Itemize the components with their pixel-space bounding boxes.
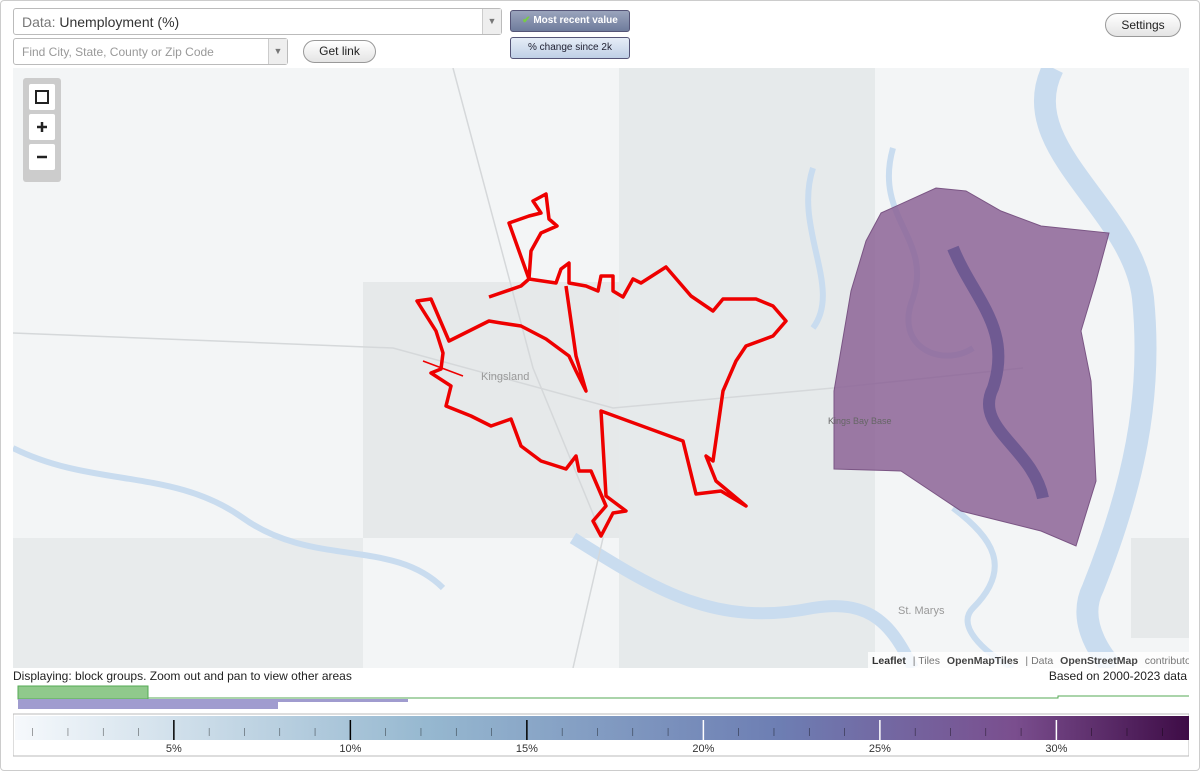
attribution: Leaflet | Tiles OpenMapTiles | Data Open…	[872, 655, 1189, 667]
tile-shade	[1131, 538, 1189, 638]
get-link-button[interactable]: Get link	[303, 40, 376, 63]
dropdown-arrow: ▼	[482, 9, 501, 34]
attribution-text: contributors	[1145, 655, 1189, 667]
dropdown-arrow: ▼	[268, 39, 287, 64]
based-on-note: Based on 2000-2023 data	[1048, 669, 1187, 683]
tile-shade	[619, 68, 875, 668]
search-input[interactable]: Find City, State, County or Zip Code ▼	[13, 38, 288, 65]
mode-change-button[interactable]: % change since 2k	[510, 37, 630, 59]
tile-shade	[363, 282, 619, 538]
displaying-note: Displaying: block groups. Zoom out and p…	[13, 669, 352, 683]
place-label: St. Marys	[898, 605, 945, 617]
data-prefix: Data:	[22, 14, 56, 30]
attribution-text: | Tiles	[913, 655, 940, 667]
histogram: ?	[17, 685, 1189, 709]
settings-button[interactable]: Settings	[1105, 13, 1181, 37]
mode-recent-label: Most recent value	[533, 15, 618, 26]
fullscreen-button[interactable]	[29, 84, 55, 110]
attribution-text: | Data	[1025, 655, 1053, 667]
selected-outline	[415, 192, 788, 538]
attribution-background	[868, 652, 1189, 668]
attribution-link[interactable]: OpenMapTiles	[947, 655, 1019, 667]
data-value: Unemployment (%)	[59, 14, 180, 30]
check-icon: ✔	[522, 15, 531, 26]
place-label: Kingsland	[481, 371, 529, 383]
tick-label: 10%	[339, 743, 361, 755]
tick-label: 20%	[692, 743, 714, 755]
search-placeholder: Find City, State, County or Zip Code	[22, 45, 214, 59]
legend: ? 5% 10% 15% 20% 25% 30%	[13, 685, 1189, 757]
tile-shade	[13, 538, 363, 668]
tick-label: 5%	[166, 743, 182, 755]
plus-icon	[37, 122, 47, 132]
map[interactable]: Kingsland Kings Bay Base St. Marys Leafl…	[13, 68, 1189, 668]
selected-outline	[422, 360, 464, 377]
water	[13, 68, 1157, 668]
tick-label: 30%	[1045, 743, 1067, 755]
tick-label: 15%	[516, 743, 538, 755]
place-label: Kings Bay Base	[828, 416, 892, 426]
attribution-link[interactable]: OpenStreetMap	[1060, 655, 1138, 667]
attribution-link[interactable]: Leaflet	[872, 655, 906, 667]
fullscreen-icon	[35, 90, 49, 104]
mode-recent-button[interactable]: ✔ Most recent value	[510, 10, 630, 32]
water-channel	[947, 245, 1049, 500]
block-group[interactable]	[833, 187, 1110, 547]
color-scale	[15, 716, 1189, 740]
data-select[interactable]: Data: Unemployment (%) ▼	[13, 8, 502, 35]
zoom-control	[23, 78, 61, 182]
tick-label: 25%	[869, 743, 891, 755]
